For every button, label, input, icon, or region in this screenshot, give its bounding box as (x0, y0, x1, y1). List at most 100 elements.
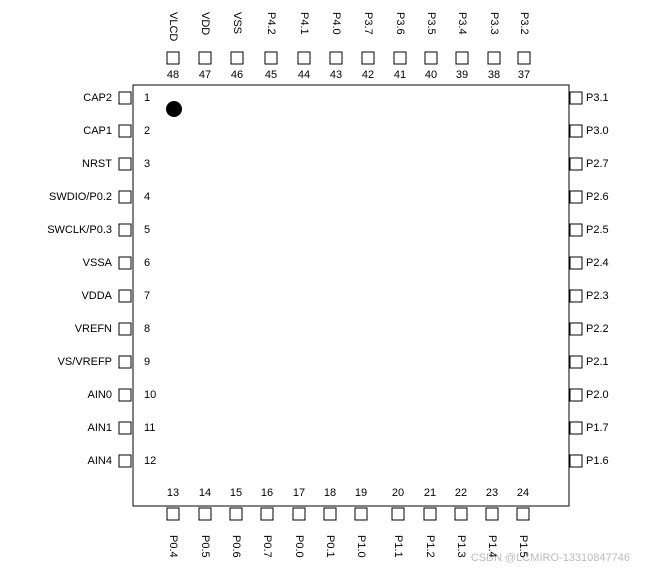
pin-name: P3.2 (518, 12, 530, 35)
pin (516, 507, 530, 521)
pin (198, 507, 212, 521)
pin (166, 507, 180, 521)
pin-name: SWCLK/P0.3 (47, 224, 112, 236)
pin-name: P4.1 (298, 12, 310, 35)
pin-name: VDDA (81, 290, 112, 302)
pin-name: P1.1 (392, 535, 404, 558)
pin-number: 10 (144, 389, 156, 401)
pin (118, 91, 132, 105)
watermark: CSDN @LCMIRO-13310847746 (471, 552, 630, 564)
pin-number: 14 (199, 487, 211, 499)
pin-number: 45 (265, 69, 277, 81)
pin (517, 51, 531, 65)
pin (569, 256, 583, 270)
pin-name: AIN1 (88, 422, 112, 434)
pin (569, 223, 583, 237)
pin-name: SWDIO/P0.2 (49, 191, 112, 203)
pin (118, 256, 132, 270)
pin (569, 91, 583, 105)
pin-name: P2.1 (586, 356, 609, 368)
pin-name: P1.6 (586, 455, 609, 467)
pin-name: P3.1 (586, 92, 609, 104)
pin-name: P3.5 (425, 12, 437, 35)
pin-number: 11 (144, 422, 155, 434)
pin (230, 51, 244, 65)
pin-name: VS/VREFP (58, 356, 112, 368)
pin-name: P2.3 (586, 290, 609, 302)
pin-name: P0.4 (167, 535, 179, 558)
pin (292, 507, 306, 521)
pin-name: CAP1 (83, 125, 112, 137)
pin (323, 507, 337, 521)
pin-number: 12 (144, 455, 156, 467)
pin-name: NRST (82, 158, 112, 170)
pin (455, 51, 469, 65)
pin (569, 190, 583, 204)
pin-number: 47 (199, 69, 211, 81)
pin (264, 51, 278, 65)
pin (485, 507, 499, 521)
pin-number: 16 (261, 487, 273, 499)
pin1-marker (166, 101, 182, 117)
pin (569, 454, 583, 468)
pin-number: 23 (486, 487, 498, 499)
pin-number: 9 (144, 356, 150, 368)
pin (569, 157, 583, 171)
pin (118, 322, 132, 336)
pin-name: P1.7 (586, 422, 609, 434)
pin-number: 44 (298, 69, 310, 81)
pin-number: 22 (455, 487, 467, 499)
pin-number: 6 (144, 257, 150, 269)
pin-name: P3.6 (394, 12, 406, 35)
pin (361, 51, 375, 65)
pin-number: 40 (425, 69, 437, 81)
pin (454, 507, 468, 521)
pin-name: P0.5 (199, 535, 211, 558)
pin (118, 421, 132, 435)
pin (118, 124, 132, 138)
pin-number: 8 (144, 323, 150, 335)
pin-name: P0.7 (261, 535, 273, 558)
pin-name: P4.0 (330, 12, 342, 35)
pin-name: VREFN (75, 323, 112, 335)
pin (118, 223, 132, 237)
pin-number: 20 (392, 487, 404, 499)
pin-number: 43 (330, 69, 342, 81)
pin-number: 1 (144, 92, 150, 104)
pin (329, 51, 343, 65)
pin (569, 421, 583, 435)
pin-number: 19 (355, 487, 367, 499)
pin (118, 289, 132, 303)
pin-number: 41 (394, 69, 406, 81)
pin-number: 13 (167, 487, 179, 499)
pin-number: 4 (144, 191, 150, 203)
pin (569, 124, 583, 138)
pin-name: P0.6 (230, 535, 242, 558)
pin-number: 37 (518, 69, 530, 81)
pin-name: P1.2 (424, 535, 436, 558)
pin (297, 51, 311, 65)
pin-name: P2.7 (586, 158, 609, 170)
pin (487, 51, 501, 65)
pin-number: 3 (144, 158, 150, 170)
pin-name: VSSA (83, 257, 113, 269)
pin-number: 42 (362, 69, 374, 81)
pin-name: P0.1 (324, 535, 336, 558)
pin (118, 190, 132, 204)
pin (118, 355, 132, 369)
pin (569, 322, 583, 336)
pin-number: 38 (488, 69, 500, 81)
pin (569, 289, 583, 303)
pin-name: AIN4 (88, 455, 112, 467)
pin-number: 17 (293, 487, 305, 499)
pin (393, 51, 407, 65)
pin-name: P1.4 (486, 535, 498, 558)
pin (391, 507, 405, 521)
chip-body (132, 84, 570, 507)
pin-name: P1.0 (355, 535, 367, 558)
pin (166, 51, 180, 65)
pin-number: 2 (144, 125, 150, 137)
pin-name: P3.0 (586, 125, 609, 137)
pin-name: CAP2 (83, 92, 112, 104)
